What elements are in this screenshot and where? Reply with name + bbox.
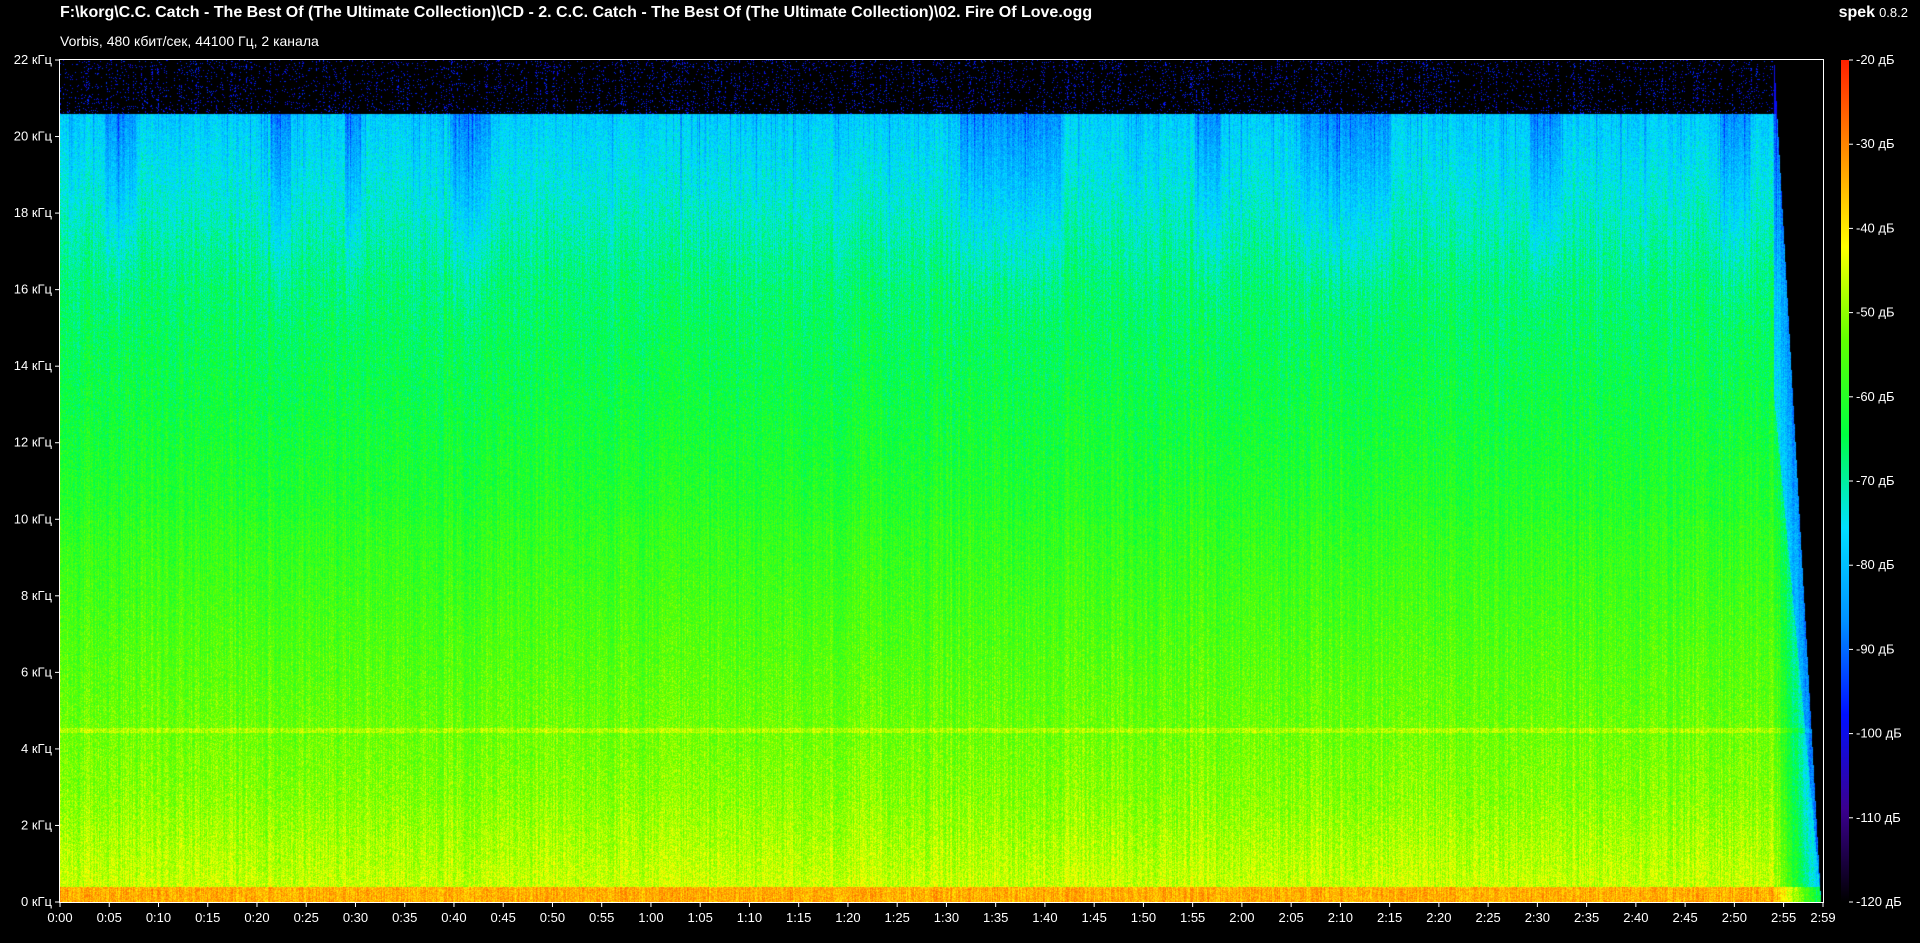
- db-tick-label: -60 дБ: [1856, 389, 1895, 404]
- time-tick-label: 2:00: [1229, 910, 1254, 925]
- time-tick-label: 1:05: [688, 910, 713, 925]
- db-tick-label: -90 дБ: [1856, 641, 1895, 656]
- freq-tick-label: 2 кГц: [21, 817, 53, 832]
- freq-tick-label: 18 кГц: [14, 205, 53, 220]
- stream-info: Vorbis, 480 кбит/сек, 44100 Гц, 2 канала: [60, 33, 319, 49]
- time-tick-label: 0:35: [392, 910, 417, 925]
- time-tick-label: 2:45: [1672, 910, 1697, 925]
- db-tick-label: -120 дБ: [1856, 894, 1902, 909]
- time-tick-label: 1:45: [1082, 910, 1107, 925]
- time-tick-label: 0:55: [589, 910, 614, 925]
- time-tick-label: 2:35: [1574, 910, 1599, 925]
- file-path-title: F:\korg\C.C. Catch - The Best Of (The Ul…: [60, 4, 1093, 21]
- time-tick-label: 2:30: [1525, 910, 1550, 925]
- freq-tick-label: 10 кГц: [14, 511, 53, 526]
- db-tick-label: -50 дБ: [1856, 305, 1895, 320]
- time-tick-label: 0:30: [343, 910, 368, 925]
- time-tick-label: 0:15: [195, 910, 220, 925]
- time-tick-label: 2:20: [1426, 910, 1451, 925]
- db-tick-label: -20 дБ: [1856, 52, 1895, 67]
- freq-tick-label: 0 кГц: [21, 894, 53, 909]
- time-tick-label: 1:30: [934, 910, 959, 925]
- db-tick-label: -80 дБ: [1856, 557, 1895, 572]
- freq-tick-label: 8 кГц: [21, 588, 53, 603]
- time-axis: 0:00 0:05 0:10 0:15 0:20 0:25 0:30 0:35 0:40 0:45…: [47, 902, 1836, 925]
- app-name: spek: [1838, 4, 1876, 21]
- time-tick-label: 0:05: [97, 910, 122, 925]
- freq-tick-label: 6 кГц: [21, 664, 53, 679]
- db-tick-label: -30 дБ: [1856, 136, 1895, 151]
- db-tick-label: -110 дБ: [1856, 810, 1901, 825]
- db-tick-label: -100 дБ: [1856, 726, 1902, 741]
- time-tick-label: 0:00: [47, 910, 72, 925]
- time-tick-label: 2:40: [1623, 910, 1648, 925]
- time-tick-label: 1:10: [737, 910, 762, 925]
- time-tick-label: 1:55: [1180, 910, 1205, 925]
- time-tick-label: 2:05: [1278, 910, 1303, 925]
- freq-tick-label: 14 кГц: [14, 358, 53, 373]
- freq-tick-label: 16 кГц: [14, 282, 53, 297]
- time-tick-label: 0:40: [441, 910, 466, 925]
- time-tick-label: 2:10: [1328, 910, 1353, 925]
- time-tick-label: 1:20: [835, 910, 860, 925]
- db-tick-label: -70 дБ: [1856, 473, 1895, 488]
- freq-tick-label: 22 кГц: [14, 52, 53, 67]
- time-tick-label: 2:50: [1722, 910, 1747, 925]
- db-legend-axis: -20 дБ -30 дБ -40 дБ -50 дБ -60 дБ -70 дБ -80 …: [1849, 52, 1902, 909]
- time-tick-label: 1:15: [786, 910, 811, 925]
- time-tick-label: 0:10: [146, 910, 171, 925]
- freq-tick-label: 4 кГц: [21, 741, 53, 756]
- time-tick-label: 0:50: [540, 910, 565, 925]
- freq-tick-label: 20 кГц: [14, 129, 53, 144]
- time-tick-label: 1:40: [1032, 910, 1057, 925]
- time-tick-label: 2:15: [1377, 910, 1402, 925]
- app-brand: spek 0.8.2: [1839, 4, 1908, 22]
- app-version: 0.8.2: [1879, 5, 1908, 20]
- time-tick-label: 2:25: [1475, 910, 1500, 925]
- freq-tick-label: 12 кГц: [14, 435, 53, 450]
- time-tick-label: 1:25: [885, 910, 910, 925]
- time-tick-label: 2:59: [1810, 910, 1835, 925]
- time-tick-label: 0:45: [491, 910, 516, 925]
- time-tick-label: 1:00: [638, 910, 663, 925]
- spectrogram-plot[interactable]: [60, 60, 1823, 902]
- time-tick-label: 2:55: [1771, 910, 1796, 925]
- time-tick-label: 0:20: [244, 910, 269, 925]
- db-legend-bar: [1841, 60, 1849, 902]
- time-tick-label: 1:35: [983, 910, 1008, 925]
- frequency-axis: 0 кГц 2 кГц 4 кГц 6 кГц 8 кГц 10 кГц 12 кГц 14 …: [14, 52, 60, 909]
- time-tick-label: 1:50: [1131, 910, 1156, 925]
- time-tick-label: 0:25: [294, 910, 319, 925]
- db-tick-label: -40 дБ: [1856, 220, 1895, 235]
